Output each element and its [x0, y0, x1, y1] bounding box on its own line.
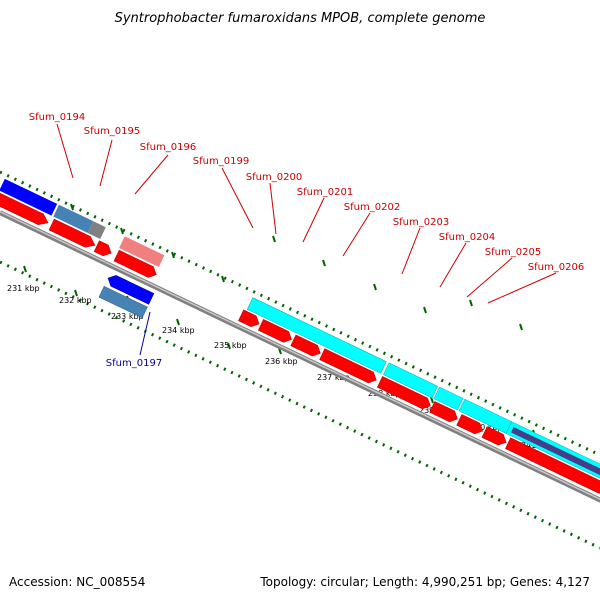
accession-text: Accession: NC_008554	[9, 575, 145, 589]
scale-label: 231 kbp	[7, 284, 40, 293]
scale-label: 238 kbp	[368, 389, 401, 398]
map-title: Syntrophobacter fumaroxidans MPOB, compl…	[115, 11, 486, 26]
gene-Sfum_0197[interactable]	[98, 285, 148, 319]
inner-tick-track	[0, 260, 600, 550]
gene-label-Sfum_0195[interactable]: Sfum_0195	[84, 126, 140, 137]
gene-labels: Sfum_0194 Sfum_0195 Sfum_0196 Sfum_0197 …	[29, 112, 584, 369]
gene-Sfum_0202[interactable]	[383, 362, 439, 399]
outer-tick-track	[0, 170, 600, 457]
gene-Sfum_0206[interactable]	[510, 426, 600, 481]
gene-arrow[interactable]	[376, 376, 433, 411]
gene-label-Sfum_0196[interactable]: Sfum_0196	[140, 142, 196, 153]
gene-Sfum_0195[interactable]	[53, 204, 94, 233]
gene-Sfum_0196[interactable]	[119, 236, 165, 268]
scale-label: 237 kbp	[317, 373, 350, 382]
gene-arrow[interactable]	[113, 249, 159, 280]
gene-label-Sfum_0203[interactable]: Sfum_0203	[393, 217, 449, 228]
gene-label-Sfum_0200[interactable]: Sfum_0200	[246, 172, 302, 183]
gene-label-Sfum_0205[interactable]: Sfum_0205	[485, 247, 541, 258]
gene-arrow[interactable]	[429, 401, 460, 424]
gene-label-Sfum_0206[interactable]: Sfum_0206	[528, 262, 584, 273]
gene-label-Sfum_0194[interactable]: Sfum_0194	[29, 112, 85, 123]
gene-label-Sfum_0204[interactable]: Sfum_0204	[439, 232, 495, 243]
scale-label: 240 kbp	[470, 423, 503, 432]
outer-major-ticks	[70, 203, 523, 331]
gene-arrow[interactable]	[290, 334, 323, 359]
genome-summary: Topology: circular; Length: 4,990,251 bp…	[259, 575, 590, 589]
gene-Sfum_0195b[interactable]	[87, 221, 106, 239]
gene-Sfum_0203[interactable]	[433, 386, 464, 411]
gene-arrow[interactable]	[456, 414, 486, 436]
feature-band	[0, 178, 600, 518]
gene-Sfum_0197-arrow[interactable]	[105, 273, 155, 305]
scale-label: 234 kbp	[162, 326, 195, 335]
gene-Sfum_0194[interactable]	[0, 178, 58, 216]
gene-arrow[interactable]	[48, 218, 97, 251]
gene-arrow[interactable]	[505, 437, 600, 496]
scale-label: 235 kbp	[214, 341, 247, 350]
label-leaders	[56, 123, 557, 304]
gene-arrow[interactable]	[257, 319, 294, 345]
gene-label-Sfum_0201[interactable]: Sfum_0201	[297, 187, 353, 198]
scale-label: 232 kbp	[59, 296, 92, 305]
scale-label: 236 kbp	[265, 357, 298, 366]
gene-label-Sfum_0197[interactable]: Sfum_0197	[106, 358, 162, 369]
gene-arrow[interactable]	[0, 187, 51, 228]
gene-arrow[interactable]	[481, 426, 509, 448]
gene-arrow[interactable]	[93, 240, 114, 259]
gene-arrow[interactable]	[319, 348, 379, 386]
gene-label-Sfum_0199[interactable]: Sfum_0199	[193, 156, 249, 167]
forward-arrows	[0, 187, 600, 496]
gene-label-Sfum_0202[interactable]: Sfum_0202	[344, 202, 400, 213]
gene-arrow[interactable]	[238, 309, 261, 329]
label-leader-Sfum_0197	[139, 311, 151, 356]
scale-label: 233 kbp	[111, 312, 144, 321]
gene-Sfum_0199[interactable]	[246, 297, 387, 374]
inner-major-ticks	[23, 265, 536, 437]
